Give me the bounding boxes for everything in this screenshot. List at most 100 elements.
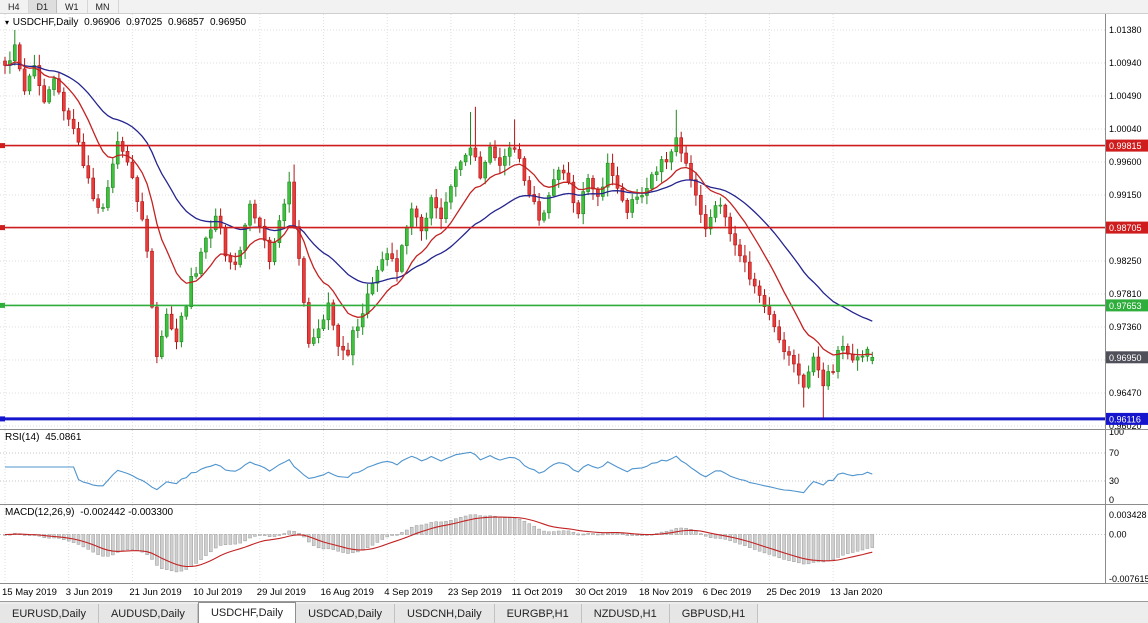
candle: [649, 174, 654, 189]
macd-histogram-bar: [292, 531, 296, 535]
macd-histogram-bar: [135, 534, 140, 551]
date-axis-label[interactable]: 21 Jun 2019: [129, 587, 181, 598]
date-axis-label[interactable]: 29 Jul 2019: [257, 587, 306, 598]
macd-histogram-bar: [346, 534, 350, 554]
candle: [375, 269, 380, 284]
date-axis-label[interactable]: 11 Oct 2019: [512, 587, 563, 598]
macd-histogram-bar: [478, 515, 483, 535]
candle: [478, 156, 483, 179]
macd-histogram-bar: [586, 533, 590, 535]
candle: [404, 226, 409, 246]
chart-tab-usdcad-daily[interactable]: USDCAD,Daily: [296, 604, 396, 623]
date-axis-label[interactable]: 16 Aug 2019: [321, 587, 374, 598]
macd-histogram-bar: [630, 534, 634, 536]
candle: [282, 203, 287, 222]
ma-fast-line: [4, 61, 873, 356]
date-axis-label[interactable]: 25 Dec 2019: [766, 587, 820, 598]
price-axis-label: 0.96020: [1109, 421, 1142, 431]
date-axis-label[interactable]: 18 Nov 2019: [639, 587, 693, 598]
macd-histogram-bar: [155, 534, 159, 566]
timeframe-bar: H4 D1 W1 MN: [0, 0, 1148, 14]
macd-histogram-bar: [365, 534, 370, 549]
macd-histogram-bar: [209, 534, 213, 553]
candle: [341, 345, 345, 351]
date-axis-label[interactable]: 15 May 2019: [2, 587, 57, 598]
candle: [512, 147, 517, 150]
candle: [287, 181, 292, 205]
macd-histogram-bar: [816, 534, 821, 563]
candle: [664, 159, 669, 163]
macd-axis-label: 0.00: [1109, 530, 1127, 540]
date-axis-label[interactable]: 3 Jun 2019: [66, 587, 113, 598]
candle: [130, 161, 135, 178]
candle: [566, 172, 571, 183]
macd-histogram-bar: [493, 515, 497, 535]
candle: [801, 374, 806, 388]
macd-histogram-bar: [699, 533, 703, 535]
chart-tab-usdchf-daily[interactable]: USDCHF,Daily: [197, 602, 297, 623]
candle: [189, 275, 193, 307]
candle: [111, 163, 115, 188]
price-axis-label: 1.00940: [1109, 58, 1142, 68]
candle: [752, 278, 757, 287]
chart-tab-usdcnh-daily[interactable]: USDCNH,Daily: [395, 604, 495, 623]
candle: [610, 162, 615, 176]
chart-tab-audusd-daily[interactable]: AUDUSD,Daily: [98, 604, 198, 623]
candle: [444, 201, 448, 220]
candle: [684, 152, 688, 164]
line-handle[interactable]: [0, 302, 5, 308]
chart-tab-eurusd-daily[interactable]: EURUSD,Daily: [0, 604, 99, 623]
macd-histogram-bar: [591, 533, 595, 535]
candle: [483, 162, 488, 179]
candle: [718, 204, 723, 207]
candle: [620, 188, 625, 201]
macd-histogram-bar: [336, 534, 340, 552]
candle: [365, 293, 370, 314]
line-handle[interactable]: [0, 416, 5, 422]
macd-histogram-bar: [341, 534, 345, 553]
candle: [321, 319, 326, 330]
macd-histogram-bar: [787, 534, 791, 561]
timeframe-button-mn[interactable]: MN: [88, 0, 119, 13]
candle: [865, 348, 870, 357]
macd-histogram-bar: [517, 518, 522, 535]
macd-histogram-bar: [145, 534, 149, 555]
candle: [596, 188, 600, 197]
candle: [591, 178, 595, 190]
date-axis-label[interactable]: 13 Jan 2020: [830, 587, 882, 598]
macd-histogram-bar: [287, 530, 291, 535]
chart-tab-eurgbp-h1[interactable]: EURGBP,H1: [494, 604, 582, 623]
chart-tab-nzdusd-h1[interactable]: NZDUSD,H1: [581, 604, 670, 623]
macd-histogram-bar: [860, 534, 865, 551]
candle: [86, 165, 91, 179]
chart-tab-gbpusd-h1[interactable]: GBPUSD,H1: [669, 604, 759, 623]
support-green-badge-label: 0.97653: [1109, 301, 1142, 311]
candle: [253, 203, 257, 219]
candle: [297, 226, 301, 259]
date-axis-label[interactable]: 23 Sep 2019: [448, 587, 502, 598]
date-axis-label[interactable]: 4 Sep 2019: [384, 587, 433, 598]
macd-histogram-bar: [380, 534, 385, 540]
date-axis-label[interactable]: 6 Dec 2019: [703, 587, 752, 598]
macd-histogram-bar: [767, 534, 772, 555]
macd-histogram-bar: [458, 517, 463, 535]
timeframe-button-d1[interactable]: D1: [28, 0, 58, 13]
chart-canvas[interactable]: 1.01380 1.00940 1.00490 1.00040 0.99600 0.991…: [0, 14, 1148, 601]
candle: [150, 250, 154, 308]
date-axis-label[interactable]: 10 Jul 2019: [193, 587, 242, 598]
candle: [723, 204, 728, 218]
line-handle[interactable]: [0, 143, 5, 149]
candle: [757, 285, 762, 296]
candle: [517, 149, 522, 159]
candle: [561, 169, 566, 174]
macd-histogram-bar: [836, 534, 840, 558]
timeframe-button-h4[interactable]: H4: [0, 0, 29, 13]
line-handle[interactable]: [0, 225, 5, 231]
candle: [547, 195, 551, 214]
date-axis-label[interactable]: 30 Oct 2019: [575, 587, 627, 598]
macd-histogram-bar: [243, 534, 247, 542]
price-axis-label: 1.00040: [1109, 124, 1142, 134]
macd-histogram-bar: [463, 515, 468, 535]
candle: [115, 141, 120, 165]
timeframe-button-w1[interactable]: W1: [57, 0, 88, 13]
